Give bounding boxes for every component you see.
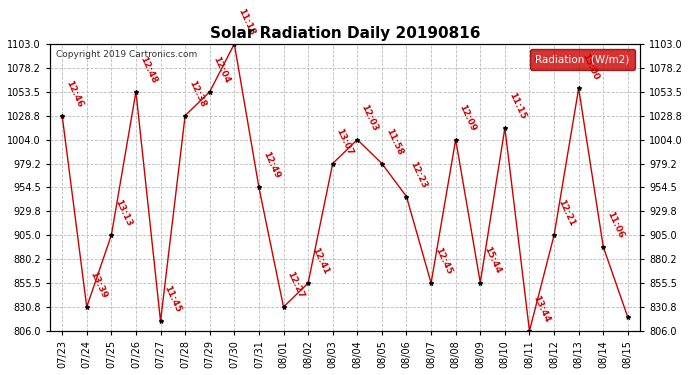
Point bbox=[57, 112, 68, 118]
Point bbox=[549, 232, 560, 238]
Text: 12:21: 12:21 bbox=[556, 198, 576, 228]
Point bbox=[573, 86, 584, 92]
Point bbox=[253, 184, 264, 190]
Text: 13:39: 13:39 bbox=[89, 270, 109, 300]
Text: 13:44: 13:44 bbox=[531, 294, 552, 324]
Point bbox=[450, 136, 461, 142]
Point bbox=[426, 280, 437, 286]
Text: 13:07: 13:07 bbox=[335, 127, 355, 156]
Text: 12:09: 12:09 bbox=[457, 103, 478, 132]
Point bbox=[278, 304, 289, 310]
Text: 15:00: 15:00 bbox=[580, 52, 601, 81]
Point bbox=[179, 112, 190, 118]
Point bbox=[303, 280, 314, 286]
Text: 11:18: 11:18 bbox=[236, 7, 257, 37]
Text: 11:15: 11:15 bbox=[507, 91, 527, 121]
Point bbox=[622, 314, 633, 320]
Point bbox=[204, 89, 215, 95]
Text: 12:49: 12:49 bbox=[261, 150, 282, 180]
Point bbox=[81, 304, 92, 310]
Text: 12:03: 12:03 bbox=[359, 103, 380, 132]
Title: Solar Radiation Daily 20190816: Solar Radiation Daily 20190816 bbox=[210, 26, 480, 41]
Text: 12:38: 12:38 bbox=[187, 79, 208, 108]
Text: 15:44: 15:44 bbox=[482, 246, 502, 275]
Text: 12:23: 12:23 bbox=[408, 160, 428, 189]
Legend: Radiation  (W/m2): Radiation (W/m2) bbox=[530, 49, 635, 69]
Text: 12:45: 12:45 bbox=[433, 246, 453, 276]
Text: 12:48: 12:48 bbox=[138, 55, 158, 85]
Point bbox=[500, 125, 511, 131]
Point bbox=[130, 89, 141, 95]
Point bbox=[401, 194, 412, 200]
Text: 13:13: 13:13 bbox=[113, 198, 134, 228]
Point bbox=[352, 136, 363, 142]
Text: 12:27: 12:27 bbox=[286, 270, 306, 300]
Point bbox=[106, 232, 117, 238]
Point bbox=[475, 280, 486, 286]
Point bbox=[155, 318, 166, 324]
Text: 11:58: 11:58 bbox=[384, 127, 404, 156]
Text: 12:41: 12:41 bbox=[310, 246, 331, 276]
Text: 11:45: 11:45 bbox=[163, 284, 183, 314]
Point bbox=[229, 41, 240, 47]
Point bbox=[598, 244, 609, 250]
Text: 12:04: 12:04 bbox=[212, 55, 232, 85]
Point bbox=[376, 160, 387, 166]
Text: 12:46: 12:46 bbox=[64, 79, 84, 108]
Point bbox=[327, 160, 338, 166]
Text: 11:06: 11:06 bbox=[605, 210, 625, 240]
Text: Copyright 2019 Cartronics.com: Copyright 2019 Cartronics.com bbox=[56, 50, 197, 58]
Point bbox=[524, 328, 535, 334]
